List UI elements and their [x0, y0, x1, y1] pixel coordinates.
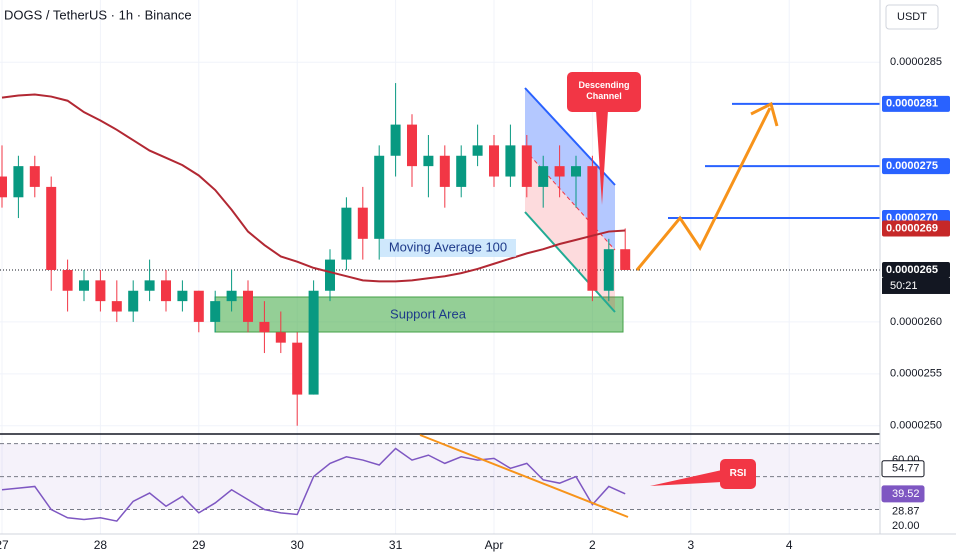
symbol-title: DOGS / TetherUS · 1h · Binance [4, 7, 192, 22]
candle-body [0, 176, 7, 198]
x-tick-label: 4 [786, 538, 793, 552]
candle-body [423, 155, 434, 167]
countdown: 50:21 [890, 280, 918, 292]
candle-body [128, 290, 139, 312]
rsi-tick-label: 20.00 [892, 520, 920, 532]
price-label-box [882, 220, 950, 237]
candle-body [538, 166, 549, 187]
callout-pointer [596, 110, 608, 205]
channel-lower-line [524, 211, 616, 313]
rsi-marker-label: 54.77 [892, 463, 920, 475]
x-tick-label: 31 [389, 538, 403, 552]
candle-body [46, 186, 57, 270]
candle-body [603, 249, 614, 291]
candle-body [390, 124, 401, 156]
moving-average [1, 93, 626, 283]
rsi-marker-label: 28.87 [892, 505, 920, 517]
support-label: Support Area [390, 306, 467, 321]
candle-body [226, 290, 237, 302]
support-area [214, 296, 624, 333]
rsi-callout: RSI [720, 459, 756, 489]
rsi-marker-label: 39.52 [892, 488, 920, 500]
ma-label-bg [380, 239, 516, 257]
y-tick-label: 0.0000255 [890, 368, 942, 380]
x-tick-label: 28 [94, 538, 108, 552]
rsi-callout-pointer [650, 470, 722, 486]
candle-body [210, 301, 221, 322]
candles [0, 83, 880, 426]
candle-body [505, 145, 516, 177]
candle-body [275, 332, 286, 343]
candle-body [95, 280, 106, 302]
projection-arrowhead [750, 101, 779, 127]
x-tick-label: Apr [485, 538, 504, 552]
axis-labels: 0.0000285 0.0000260 0.0000255 0.0000250 27 28… [0, 56, 950, 552]
candle-body [78, 280, 89, 291]
y-tick-label: 0.0000260 [890, 316, 942, 328]
y-tick-label: 0.0000250 [890, 420, 942, 432]
price-label: 0.0000269 [886, 222, 938, 234]
price-label: 0.0000275 [886, 160, 938, 172]
rsi-marker-box [881, 460, 925, 478]
price-label-box [882, 261, 950, 278]
channel-callout: Descending Channel [567, 72, 641, 112]
candle-body [357, 207, 368, 239]
candle-body [144, 280, 155, 291]
candle-body [62, 269, 73, 291]
candle-body [521, 145, 532, 187]
x-tick-label: 3 [687, 538, 694, 552]
countdown-box [882, 277, 950, 294]
candle-body [308, 290, 319, 395]
candle-body [374, 155, 385, 239]
candle-body [177, 290, 188, 302]
ma-label: Moving Average 100 [389, 239, 507, 254]
candle-body [456, 155, 467, 187]
candle-body [111, 301, 122, 312]
projection-path [635, 107, 772, 271]
currency[interactable]: USDT [897, 11, 927, 23]
candle-body [472, 145, 483, 156]
x-tick-label: 30 [291, 538, 305, 552]
price-label-box [882, 158, 950, 175]
candle-body [193, 290, 204, 322]
rsi-trendline [419, 434, 629, 518]
rsi-marker-box [881, 485, 925, 503]
candle-body [407, 124, 418, 167]
x-tick-label: 27 [0, 538, 9, 552]
candle-body [292, 342, 303, 395]
candle-body [161, 280, 172, 302]
x-tick-label: 2 [589, 538, 596, 552]
candle-body [554, 166, 565, 177]
candle-body [571, 166, 582, 177]
candle-body [489, 145, 500, 177]
candle-body [620, 249, 631, 270]
price-label: 0.0000265 [886, 264, 938, 276]
candle-body [325, 259, 335, 291]
candle-body [13, 166, 24, 198]
candle-body [587, 166, 598, 291]
candle-body [259, 321, 270, 333]
price-label: 0.0000281 [886, 98, 938, 110]
candle-body [341, 207, 352, 260]
price-label-box [882, 95, 950, 112]
rsi-line [1, 447, 626, 522]
y-tick-label: 0.0000285 [890, 56, 942, 68]
candle-body [439, 155, 450, 187]
candle-body [29, 166, 40, 187]
candle-body [243, 290, 254, 322]
x-tick-label: 29 [192, 538, 206, 552]
currency-button[interactable] [885, 4, 939, 30]
